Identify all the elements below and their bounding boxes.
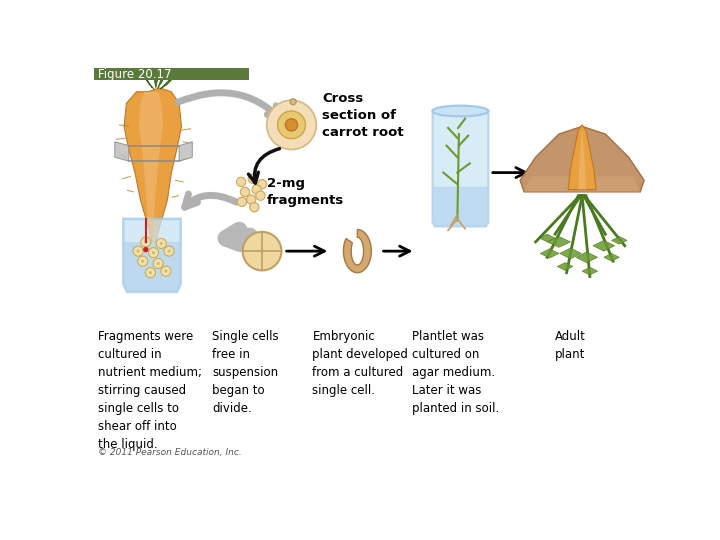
Text: © 2011 Pearson Education, Inc.: © 2011 Pearson Education, Inc. [98,449,241,457]
Circle shape [168,249,171,253]
FancyBboxPatch shape [94,68,249,80]
Polygon shape [524,177,640,192]
Text: Cross
section of
carrot root: Cross section of carrot root [323,92,404,139]
Polygon shape [152,68,158,88]
Polygon shape [539,234,555,242]
Polygon shape [611,237,627,244]
Polygon shape [179,142,192,161]
Circle shape [248,174,258,184]
Circle shape [256,191,265,200]
Polygon shape [141,69,152,88]
Circle shape [156,239,166,248]
Polygon shape [123,219,181,292]
Polygon shape [578,126,586,190]
Circle shape [157,262,160,265]
Circle shape [138,256,148,266]
Polygon shape [160,76,173,90]
FancyArrowPatch shape [384,246,410,256]
Polygon shape [547,237,570,247]
Polygon shape [557,262,573,271]
Polygon shape [124,242,180,291]
Circle shape [143,247,148,252]
Circle shape [161,266,171,276]
Circle shape [290,99,296,105]
Circle shape [258,179,266,189]
Circle shape [152,251,155,254]
Text: Adult
plant: Adult plant [555,330,586,361]
Text: Figure 20.17: Figure 20.17 [98,68,171,80]
Circle shape [149,271,152,274]
FancyArrowPatch shape [287,246,325,256]
Circle shape [164,246,174,256]
Text: Embryonic
plant developed
from a cultured
single cell.: Embryonic plant developed from a culture… [312,330,408,397]
Text: Plantlet was
cultured on
agar medium.
Later it was
planted in soil.: Plantlet was cultured on agar medium. La… [412,330,499,415]
Circle shape [141,237,150,247]
Polygon shape [593,240,615,251]
Circle shape [238,197,246,206]
Circle shape [243,232,282,271]
Text: Fragments were
cultured in
nutrient medium;
stirring caused
single cells to
shea: Fragments were cultured in nutrient medi… [98,330,202,451]
Circle shape [145,268,156,278]
Circle shape [164,269,168,273]
Polygon shape [540,249,559,258]
Circle shape [141,260,144,262]
Polygon shape [158,70,166,89]
Polygon shape [124,88,181,242]
Circle shape [133,246,143,256]
Circle shape [137,249,140,253]
Polygon shape [520,126,644,192]
Circle shape [144,240,148,244]
Polygon shape [582,267,598,275]
Ellipse shape [433,106,488,117]
FancyArrowPatch shape [492,167,526,178]
Polygon shape [114,142,129,161]
Polygon shape [433,186,487,226]
Circle shape [252,185,261,194]
Polygon shape [576,252,598,262]
Polygon shape [433,111,488,226]
Circle shape [266,100,316,150]
Circle shape [236,177,246,186]
Text: Single cells
free in
suspension
began to
divide.: Single cells free in suspension began to… [212,330,279,415]
Polygon shape [559,248,581,259]
Circle shape [277,111,305,139]
Circle shape [246,195,256,204]
Polygon shape [143,72,154,90]
Polygon shape [568,125,596,190]
Circle shape [148,248,158,258]
Circle shape [250,202,259,212]
Polygon shape [139,92,163,242]
Polygon shape [604,253,619,261]
Polygon shape [343,230,372,273]
Circle shape [153,259,163,268]
Text: 2-mg
fragments: 2-mg fragments [266,177,344,207]
Circle shape [240,187,250,197]
Circle shape [285,119,297,131]
Circle shape [160,242,163,245]
